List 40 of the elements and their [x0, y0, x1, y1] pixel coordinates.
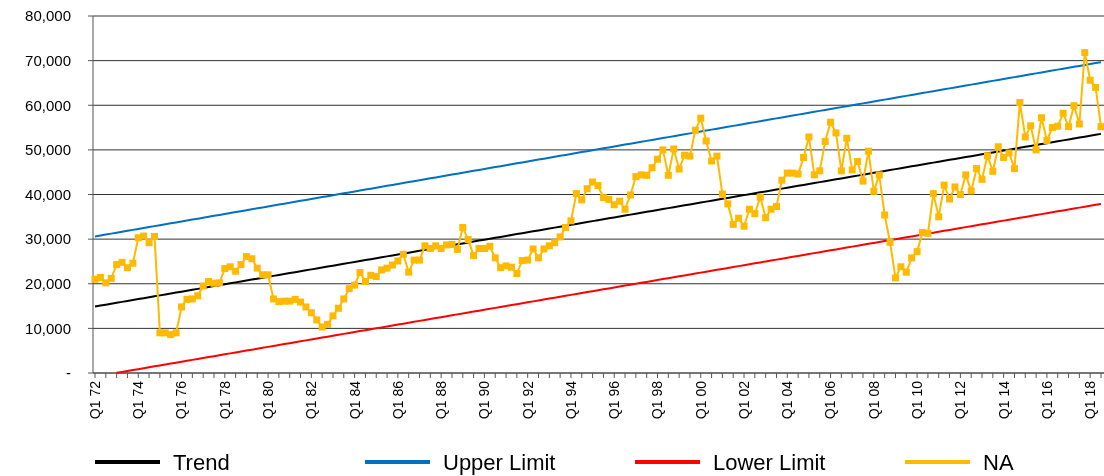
x-tick-label: Q1 10 — [909, 380, 926, 420]
line-series — [115, 202, 1102, 374]
x-tick-label: Q1 96 — [606, 380, 623, 420]
x-tick-label: Q1 84 — [346, 380, 363, 420]
x-tick-label: Q1 12 — [952, 380, 969, 420]
legend-label: Trend — [173, 449, 230, 475]
x-tick-label: Q1 78 — [216, 380, 233, 420]
line-series — [94, 61, 1102, 238]
x-tick-label: Q1 82 — [303, 380, 320, 420]
x-tick-label: Q1 98 — [649, 380, 666, 420]
x-tick-label: Q1 00 — [692, 380, 709, 420]
y-tick-label: 40,000 — [25, 185, 71, 203]
legend-label: Lower Limit — [713, 449, 826, 475]
legend-label: Upper Limit — [443, 449, 556, 475]
x-tick-label: Q1 08 — [865, 380, 882, 420]
y-tick-label: 80,000 — [25, 7, 71, 25]
x-tick-label: Q1 90 — [476, 380, 493, 420]
y-tick-label: 30,000 — [25, 230, 71, 248]
x-tick-label: Q1 88 — [433, 380, 450, 420]
x-tick-label: Q1 94 — [562, 380, 579, 420]
x-tick-label: Q1 16 — [1038, 380, 1055, 420]
legend-label: NA — [983, 449, 1014, 475]
y-tick-label: 70,000 — [25, 51, 71, 69]
x-tick-label: Q1 86 — [389, 380, 406, 420]
x-tick-label: Q1 04 — [779, 380, 796, 420]
x-tick-label: Q1 06 — [822, 380, 839, 420]
y-tick-label: 60,000 — [25, 96, 71, 114]
line-series — [94, 132, 1102, 308]
x-tick-label: Q1 14 — [995, 380, 1012, 420]
x-tick-label: Q1 02 — [735, 380, 752, 420]
y-tick-label: 10,000 — [25, 319, 71, 337]
x-tick-label: Q1 74 — [130, 380, 147, 420]
y-tick-label: 50,000 — [25, 141, 71, 159]
x-tick-label: Q1 18 — [1082, 380, 1099, 420]
x-tick-label: Q1 76 — [173, 380, 190, 420]
x-tick-label: Q1 92 — [519, 380, 536, 420]
x-tick-label: Q1 80 — [259, 380, 276, 420]
y-tick-label: 20,000 — [25, 275, 71, 292]
x-tick-label: Q1 72 — [86, 380, 103, 420]
y-tick-label: - — [66, 364, 71, 382]
